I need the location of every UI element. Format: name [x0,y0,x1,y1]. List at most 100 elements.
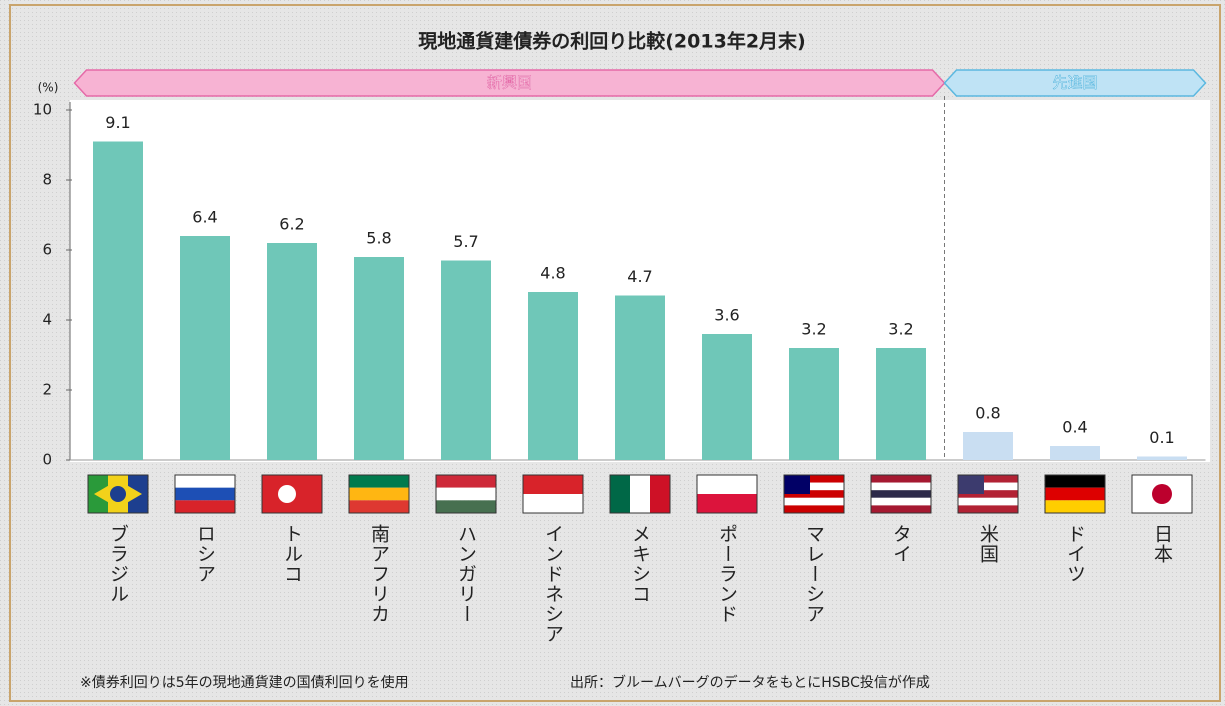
y-tick-label: 6 [42,241,52,259]
flag [784,475,844,483]
flag [650,475,670,513]
value-label: 0.4 [1062,418,1087,437]
x-tick-label: ドイツ [1064,524,1086,584]
flag-border [1044,474,1106,514]
x-tick-label: ロシア [194,524,216,584]
flag [871,497,931,506]
flag [958,475,1018,483]
flag [784,497,844,506]
bar [1050,446,1100,460]
flag [697,475,757,494]
bar [441,260,491,460]
x-tick-label: 日本 [1151,524,1173,564]
x-tick-label: マレーシア [803,524,825,624]
x-tick-label: 南アフリカ [368,524,390,624]
flag [871,490,931,498]
flag [784,482,844,491]
flag [436,500,496,513]
flag-border [783,474,845,514]
chart-title: 現地通貨建債券の利回り比較(2013年2月末) [418,30,805,53]
flag [523,494,583,513]
y-tick-label: 4 [42,311,52,329]
y-tick-label: 0 [42,451,52,469]
x-tick-label: ハンガリー [455,524,477,624]
x-tick-label: ブラジル [107,524,129,604]
flag-border [348,474,410,514]
bar [1137,456,1187,460]
x-tick-label: タイ [890,524,912,564]
flag [349,500,409,513]
source: 出所：ブルームバーグのデータをもとにHSBC投信が作成 [570,674,930,691]
flag [958,475,984,494]
flag [175,500,235,513]
flag [784,505,844,513]
bar [267,243,317,460]
flag [871,505,931,513]
value-label: 5.8 [366,229,391,248]
y-tick-label: 8 [42,171,52,189]
flag [349,487,409,501]
value-label: 3.2 [888,320,913,339]
flag [175,487,235,501]
flag [1152,484,1172,504]
flag [1045,475,1105,488]
flag [958,497,1018,506]
flag-border [696,474,758,514]
flag [871,482,931,491]
flag [784,490,844,498]
flag [784,475,810,494]
value-label: 4.8 [540,264,565,283]
value-label: 5.7 [453,232,478,251]
flag [1045,487,1105,501]
bar [963,432,1013,460]
value-label: 3.6 [714,306,739,325]
flag [278,485,296,503]
flag-border [435,474,497,514]
flag-border [87,474,149,514]
footnote: ※債券利回りは5年の現地通貨建の国債利回りを使用 [80,674,409,691]
flag-border [1131,474,1193,514]
group-label: 先進国 [1052,74,1097,92]
x-tick-label: メキシコ [629,524,651,604]
bar [789,348,839,460]
flag-border [870,474,932,514]
bar [93,141,143,460]
x-tick-label: 米国 [977,524,999,564]
bar [702,334,752,460]
flag [349,475,409,488]
flag [436,487,496,501]
flag [110,486,126,502]
flag-border [261,474,323,514]
flag [958,505,1018,513]
value-label: 4.7 [627,267,652,286]
flag [871,475,931,483]
flag-border [174,474,236,514]
x-tick-label: インドネシア [542,524,564,644]
bar [354,257,404,460]
value-label: 6.2 [279,215,304,234]
flag [523,475,583,494]
value-label: 0.8 [975,404,1000,423]
bar [180,236,230,460]
value-label: 3.2 [801,320,826,339]
group-label: 新興国 [487,74,532,92]
flag [958,490,1018,498]
x-tick-label: トルコ [281,524,303,584]
flag [630,475,650,513]
group-banner [943,69,1207,97]
flag-border [957,474,1019,514]
y-tick-label: 2 [42,381,52,399]
value-label: 6.4 [192,208,217,227]
flag-border [522,474,584,514]
flag [697,494,757,513]
bar [876,348,926,460]
flag [610,475,630,513]
flag [436,475,496,488]
value-label: 9.1 [105,113,130,132]
y-unit: (%) [38,81,59,95]
frame [9,4,1221,702]
bar [615,295,665,460]
value-label: 0.1 [1149,428,1174,447]
flag [958,482,1018,491]
